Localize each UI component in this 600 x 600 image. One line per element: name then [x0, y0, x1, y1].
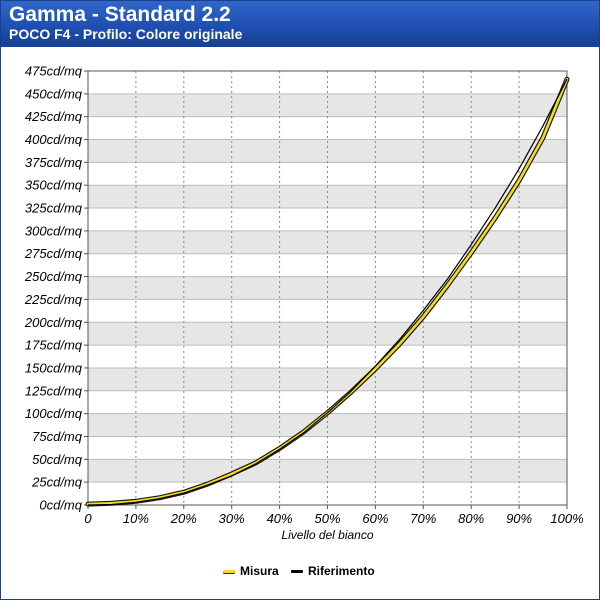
plot-band — [88, 322, 567, 346]
y-tick-label: 0cd/mq — [39, 498, 82, 513]
legend-label-misura: Misura — [240, 564, 279, 578]
y-tick-label: 300cd/mq — [25, 223, 83, 238]
y-tick-label: 200cd/mq — [24, 315, 83, 330]
chart-header: Gamma - Standard 2.2 POCO F4 - Profilo: … — [1, 1, 599, 47]
x-tick-label: 90% — [506, 511, 532, 526]
chart-subtitle: POCO F4 - Profilo: Colore originale — [9, 26, 243, 42]
y-tick-label: 75cd/mq — [32, 429, 83, 444]
legend-swatch-riferimento — [291, 569, 303, 573]
plot-band — [88, 367, 567, 391]
x-tick-label: 80% — [458, 511, 484, 526]
y-tick-label: 175cd/mq — [25, 338, 83, 353]
x-tick-label: 50% — [314, 511, 340, 526]
x-axis-ticks: 0 10% 20% 30% 40% 50% 60% 70% 80% 90% 100% — [84, 505, 584, 526]
y-tick-label: 25cd/mq — [31, 475, 83, 490]
x-tick-label: 10% — [123, 511, 149, 526]
legend-label-riferimento: Riferimento — [308, 564, 375, 578]
plot-band — [88, 139, 567, 163]
y-tick-label: 350cd/mq — [25, 178, 83, 193]
y-tick-label: 475cd/mq — [25, 64, 83, 79]
plot-grid — [88, 71, 567, 505]
plot-band — [88, 459, 567, 483]
x-tick-label: 40% — [267, 511, 293, 526]
x-tick-label: 20% — [170, 511, 197, 526]
series-line-riferimento — [87, 78, 568, 506]
y-tick-label: 425cd/mq — [25, 109, 83, 124]
y-tick-label: 450cd/mq — [25, 86, 83, 101]
chart-title: Gamma - Standard 2.2 — [9, 3, 231, 26]
y-tick-label: 150cd/mq — [25, 360, 83, 375]
x-tick-label: 0 — [84, 511, 92, 526]
y-axis-ticks: 0cd/mq 25cd/mq 50cd/mq 75cd/mq 100cd/mq 125cd… — [24, 64, 88, 513]
x-tick-label: 60% — [362, 511, 388, 526]
y-tick-label: 50cd/mq — [32, 452, 83, 467]
y-tick-label: 275cd/mq — [24, 246, 83, 261]
legend-swatch-misura — [223, 569, 235, 573]
chart-legend: Misura Riferimento — [1, 564, 599, 580]
x-tick-label: 30% — [219, 511, 245, 526]
plot-band — [88, 413, 567, 437]
y-tick-label: 325cd/mq — [25, 201, 83, 216]
plot-band — [88, 93, 567, 117]
y-tick-label: 125cd/mq — [25, 383, 83, 398]
x-axis-label: Livello del bianco — [281, 528, 373, 542]
series-lines — [85, 76, 570, 507]
y-tick-label: 375cd/mq — [25, 155, 83, 170]
legend-item-misura: Misura — [223, 564, 279, 578]
y-tick-label: 225cd/mq — [24, 292, 83, 307]
y-tick-label: 100cd/mq — [25, 406, 83, 421]
x-tick-label: 100% — [550, 511, 583, 526]
plot-bands — [88, 71, 567, 505]
y-tick-label: 250cd/mq — [24, 269, 83, 284]
legend-item-riferimento: Riferimento — [291, 564, 375, 578]
x-tick-label: 70% — [410, 511, 436, 526]
y-tick-label: 400cd/mq — [25, 132, 83, 147]
